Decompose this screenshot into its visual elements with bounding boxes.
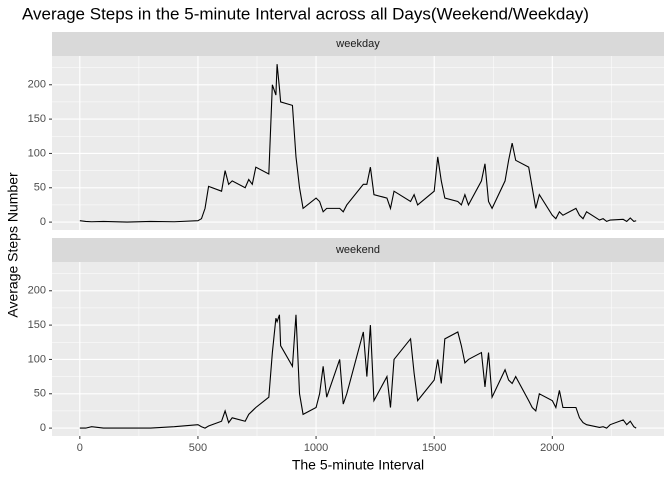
panel-background <box>52 56 664 230</box>
y-tick-label: 50 <box>34 388 46 400</box>
y-tick-label: 0 <box>40 422 46 434</box>
x-tick-label: 1500 <box>422 442 446 454</box>
line <box>79 314 637 429</box>
strip <box>52 238 664 262</box>
y-tick-label: 200 <box>28 285 46 297</box>
strip <box>52 32 664 56</box>
y-tick-label: 50 <box>34 182 46 194</box>
y-tick-label: 150 <box>28 113 46 125</box>
x-tick-label: 500 <box>189 442 207 454</box>
y-tick-label: 0 <box>40 216 46 228</box>
strip-label: weekend <box>335 244 380 256</box>
y-tick-label: 150 <box>28 319 46 331</box>
x-tick-label: 2000 <box>540 442 564 454</box>
y-tick-label: 100 <box>28 353 46 365</box>
line <box>79 64 637 223</box>
x-tick-label: 1000 <box>304 442 328 454</box>
x-axis-label: The 5-minute Interval <box>292 457 424 473</box>
x-tick-label: 0 <box>77 442 83 454</box>
strip-label: weekday <box>335 38 380 50</box>
y-tick-label: 100 <box>28 147 46 159</box>
panel-background <box>52 262 664 436</box>
y-tick-label: 200 <box>28 79 46 91</box>
y-axis-label: Average Steps Number <box>5 172 21 318</box>
chart-title: Average Steps in the 5-minute Interval a… <box>22 4 589 23</box>
